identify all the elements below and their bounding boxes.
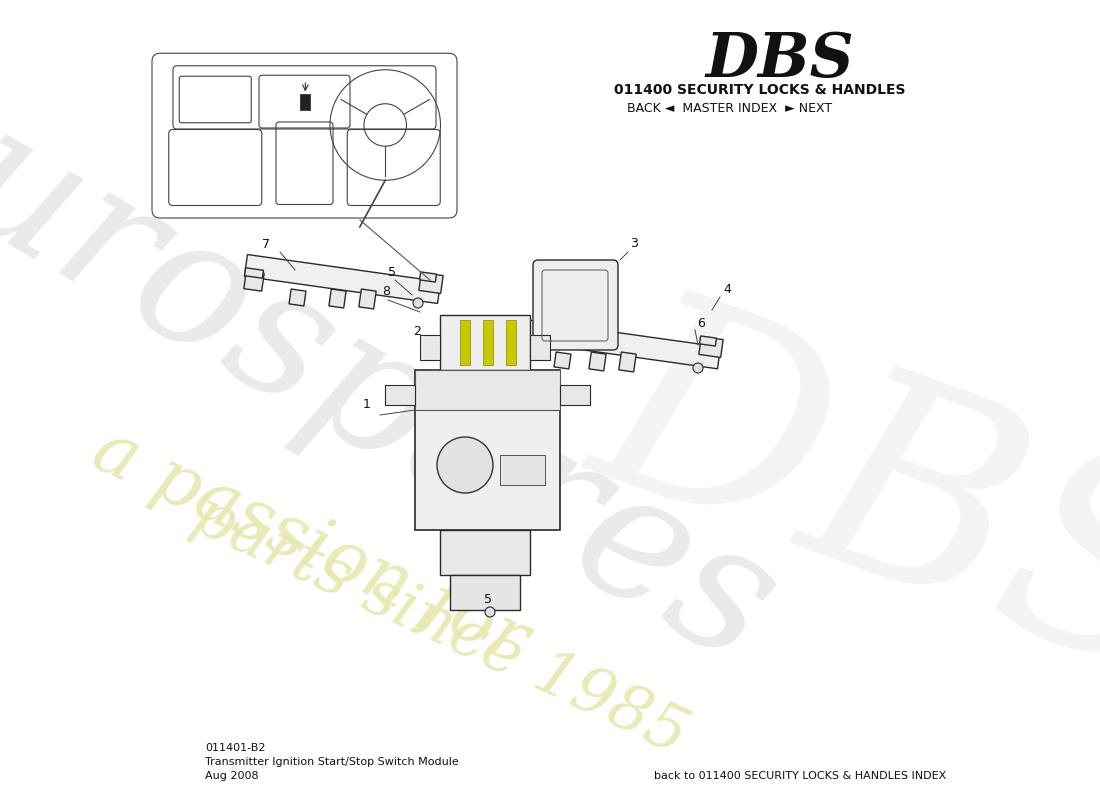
Bar <box>460 320 470 365</box>
Text: back to 011400 SECURITY LOCKS & HANDLES INDEX: back to 011400 SECURITY LOCKS & HANDLES … <box>653 771 946 781</box>
Text: BACK ◄  MASTER INDEX  ► NEXT: BACK ◄ MASTER INDEX ► NEXT <box>627 102 833 114</box>
Text: 2: 2 <box>412 325 421 338</box>
Text: 5: 5 <box>484 593 492 606</box>
Bar <box>244 268 264 278</box>
Text: 3: 3 <box>630 237 638 250</box>
Bar <box>519 337 539 357</box>
Text: Transmitter Ignition Start/Stop Switch Module: Transmitter Ignition Start/Stop Switch M… <box>205 757 459 767</box>
Bar <box>300 94 310 110</box>
Bar <box>329 289 346 308</box>
Text: eurospares: eurospares <box>0 38 805 702</box>
Text: parts since 1985: parts since 1985 <box>183 483 697 766</box>
Bar <box>415 370 560 530</box>
Circle shape <box>693 363 703 373</box>
Text: 011401-B2: 011401-B2 <box>205 743 265 753</box>
Text: 011400 SECURITY LOCKS & HANDLES: 011400 SECURITY LOCKS & HANDLES <box>614 83 905 97</box>
Bar <box>419 272 437 282</box>
Bar <box>419 273 443 294</box>
Text: DBS: DBS <box>705 30 855 90</box>
Circle shape <box>412 298 424 308</box>
Bar <box>500 455 544 485</box>
FancyBboxPatch shape <box>534 260 618 350</box>
Text: a passion for: a passion for <box>81 414 538 677</box>
Bar <box>244 271 264 291</box>
Bar <box>415 370 560 410</box>
Text: 6: 6 <box>697 317 705 330</box>
Circle shape <box>485 607 495 617</box>
Bar <box>506 320 516 365</box>
Bar <box>700 336 716 346</box>
Bar <box>588 352 606 371</box>
Bar <box>554 352 571 369</box>
Bar <box>530 335 550 360</box>
Text: 5: 5 <box>388 266 396 279</box>
Text: 1: 1 <box>363 398 371 411</box>
Bar <box>385 385 415 405</box>
Text: Aug 2008: Aug 2008 <box>205 771 258 781</box>
Bar <box>450 575 520 610</box>
Text: DBS: DBS <box>564 268 1100 732</box>
Bar <box>519 319 720 369</box>
Circle shape <box>437 437 493 493</box>
Bar <box>519 336 539 346</box>
Text: 7: 7 <box>262 238 270 251</box>
Bar <box>289 289 306 306</box>
FancyBboxPatch shape <box>440 315 530 370</box>
Bar <box>483 320 493 365</box>
Bar <box>698 337 723 358</box>
Bar <box>560 385 590 405</box>
Bar <box>619 352 636 372</box>
Bar <box>440 530 530 575</box>
Text: 8: 8 <box>382 285 390 298</box>
Bar <box>359 289 376 309</box>
Text: 4: 4 <box>723 283 730 296</box>
Bar <box>420 335 440 360</box>
Bar <box>244 254 441 303</box>
